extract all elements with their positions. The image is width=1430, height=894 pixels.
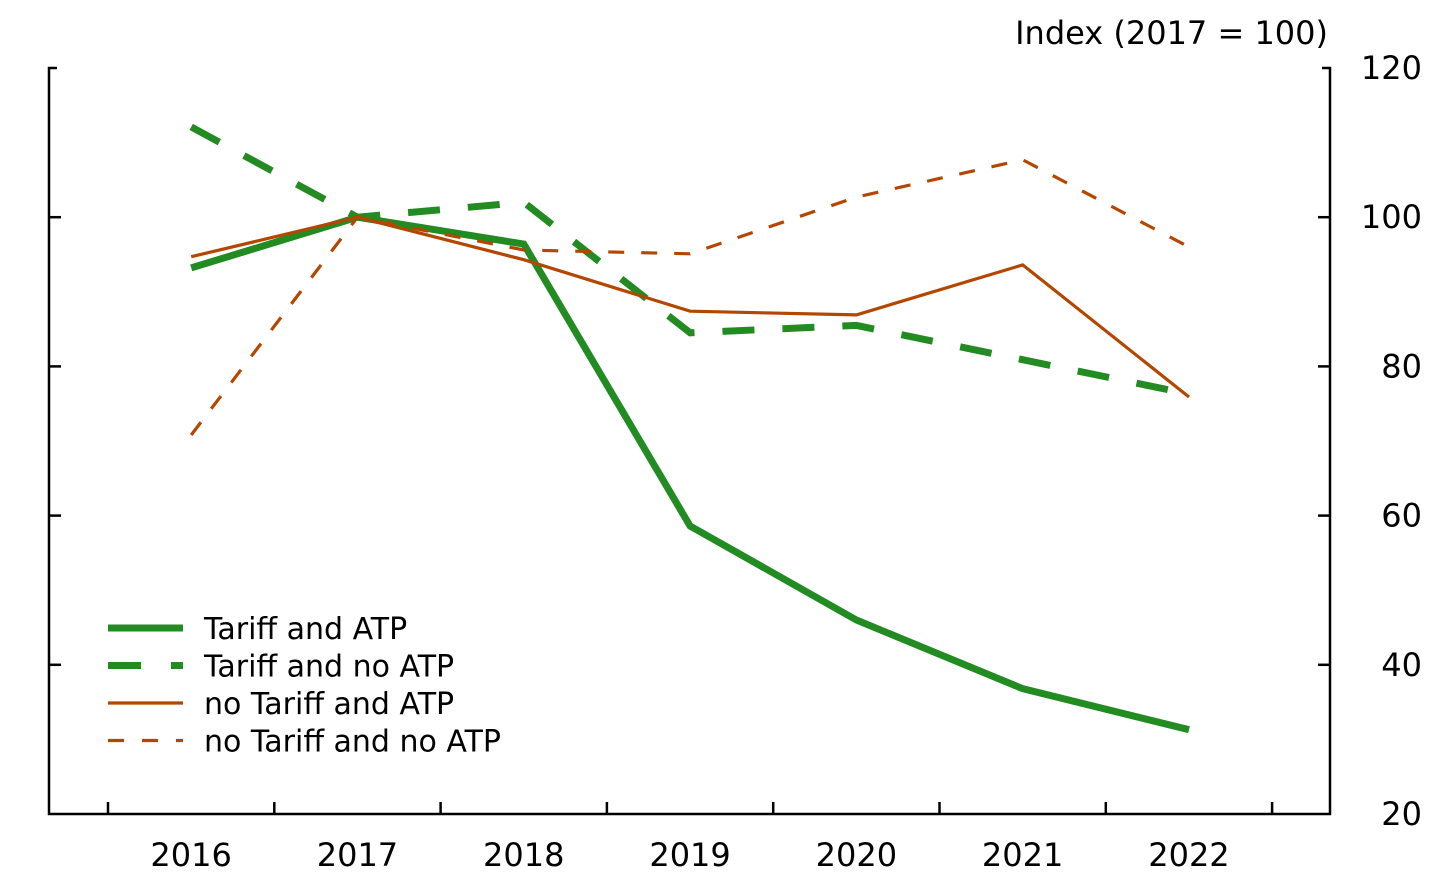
x-tick-label: 2018 <box>483 836 564 874</box>
y-tick-label: 120 <box>1361 49 1422 87</box>
series-line-no-tariff-and-atp <box>190 215 1190 399</box>
y-tick-label: 100 <box>1361 198 1422 236</box>
axis-frame <box>47 66 1332 816</box>
legend-label: no Tariff and no ATP <box>204 725 501 760</box>
y-tick-label: 20 <box>1381 795 1422 833</box>
x-tick-label: 2016 <box>150 836 231 874</box>
x-tick-label: 2022 <box>1148 836 1229 874</box>
axes: 20 40 60 80 100 120 2016 2017 2018 2019 2020 2021 20… <box>47 49 1422 874</box>
series-line-no-tariff-and-no-atp <box>189 158 1190 436</box>
x-tick-label: 2021 <box>982 836 1063 874</box>
series-line-tariff-and-no-atp <box>189 123 1190 398</box>
x-tick-label: 2020 <box>816 836 897 874</box>
series-lines <box>189 123 1190 734</box>
legend-label: Tariff and ATP <box>203 612 407 647</box>
y-tick-label: 60 <box>1381 497 1422 535</box>
y-tick-label: 80 <box>1381 347 1422 385</box>
x-tick-label: 2017 <box>317 836 398 874</box>
x-tick-label: 2019 <box>649 836 730 874</box>
y-tick-label: 40 <box>1381 646 1422 684</box>
legend-label: no Tariff and ATP <box>204 687 454 722</box>
legend-label: Tariff and no ATP <box>203 650 454 685</box>
y-axis-label: Index (2017 = 100) <box>1015 14 1328 52</box>
